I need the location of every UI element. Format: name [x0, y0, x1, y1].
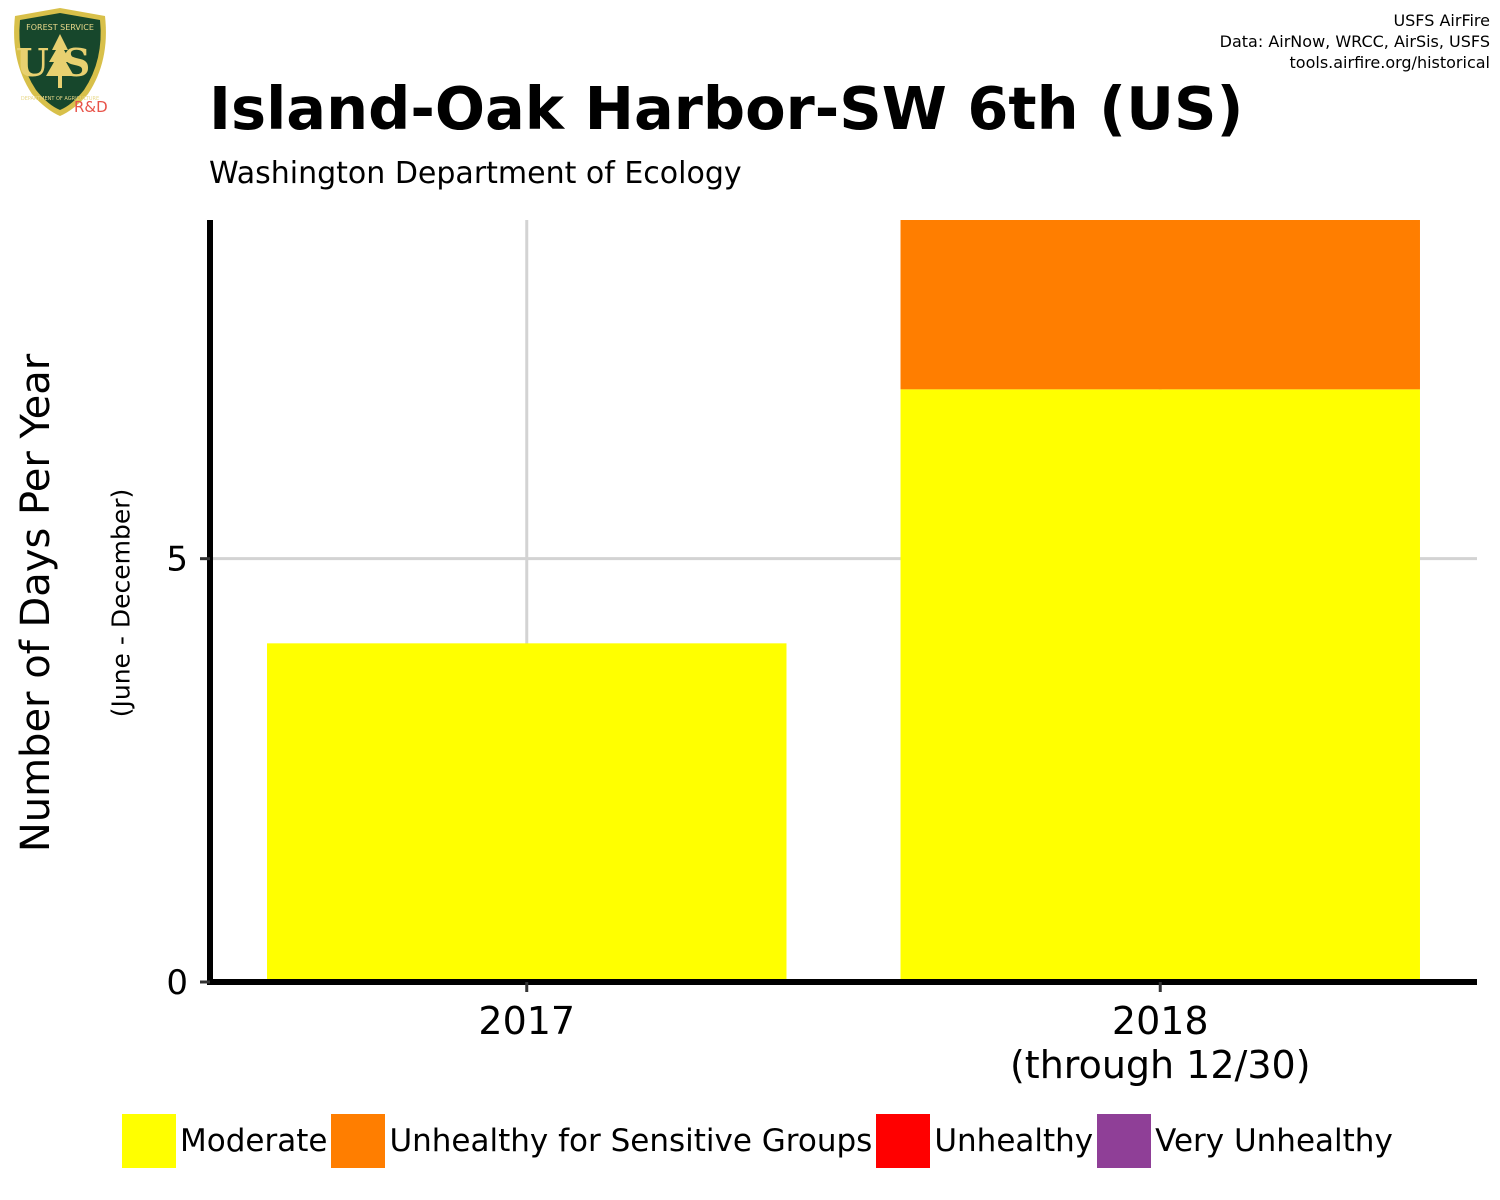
y-tick-label: 0 — [166, 963, 188, 1003]
chart-title: Island-Oak Harbor-SW 6th (US) — [209, 74, 1244, 143]
logo-rd-label: R&D — [74, 98, 108, 116]
bar-unhealthy-for-sensitive-groups — [900, 220, 1420, 390]
x-tick-label-line: 2018 — [1112, 999, 1209, 1043]
legend-swatch — [876, 1114, 931, 1168]
bar-chart: 0 5 2017 2018 (through 12/30) — [166, 220, 1477, 1087]
bar-moderate — [267, 643, 787, 982]
bar-moderate — [900, 389, 1420, 982]
legend-item-unhealthy-for-sensitive-groups: Unhealthy for Sensitive Groups — [331, 1114, 876, 1168]
logo-bottom-text: DEPARTMENT OF AGRICULTURE — [21, 96, 99, 102]
chart-subtitle: Washington Department of Ecology — [209, 156, 742, 191]
legend: Moderate Unhealthy for Sensitive Groups Un… — [122, 1114, 1397, 1168]
x-tick-label: 2018 (through 12/30) — [1010, 999, 1311, 1087]
credit-line-airfire: USFS AirFire — [1393, 11, 1490, 30]
x-tick-label: 2017 — [478, 999, 575, 1043]
legend-item-moderate: Moderate — [122, 1114, 331, 1168]
legend-swatch — [331, 1114, 386, 1168]
legend-swatch — [1097, 1114, 1152, 1168]
logo-top-text: FOREST SERVICE — [26, 23, 94, 32]
credits-block: USFS AirFire Data: AirNow, WRCC, AirSis,… — [1220, 10, 1490, 73]
y-tick-label: 5 — [166, 540, 188, 580]
legend-label: Very Unhealthy — [1155, 1123, 1393, 1159]
legend-label: Moderate — [180, 1123, 328, 1159]
forest-service-shield-logo: FOREST SERVICE US DEPARTMENT OF AGRICULT… — [14, 8, 106, 116]
legend-label: Unhealthy — [934, 1123, 1094, 1159]
labels-layer: 0 5 2017 2018 (through 12/30) — [166, 540, 1310, 1087]
logo-letters: US — [16, 40, 105, 85]
legend-item-unhealthy: Unhealthy — [876, 1114, 1097, 1168]
x-tick-label-line: 2017 — [478, 999, 575, 1043]
credit-line-data-sources: Data: AirNow, WRCC, AirSis, USFS — [1219, 32, 1490, 51]
legend-item-very-unhealthy: Very Unhealthy — [1097, 1114, 1397, 1168]
x-tick-label-line: (through 12/30) — [1010, 1043, 1311, 1087]
axes-layer — [200, 220, 1477, 992]
credit-line-url: tools.airfire.org/historical — [1289, 53, 1490, 72]
legend-swatch — [122, 1114, 176, 1168]
bars-layer — [267, 220, 1420, 982]
legend-label: Unhealthy for Sensitive Groups — [389, 1123, 873, 1159]
